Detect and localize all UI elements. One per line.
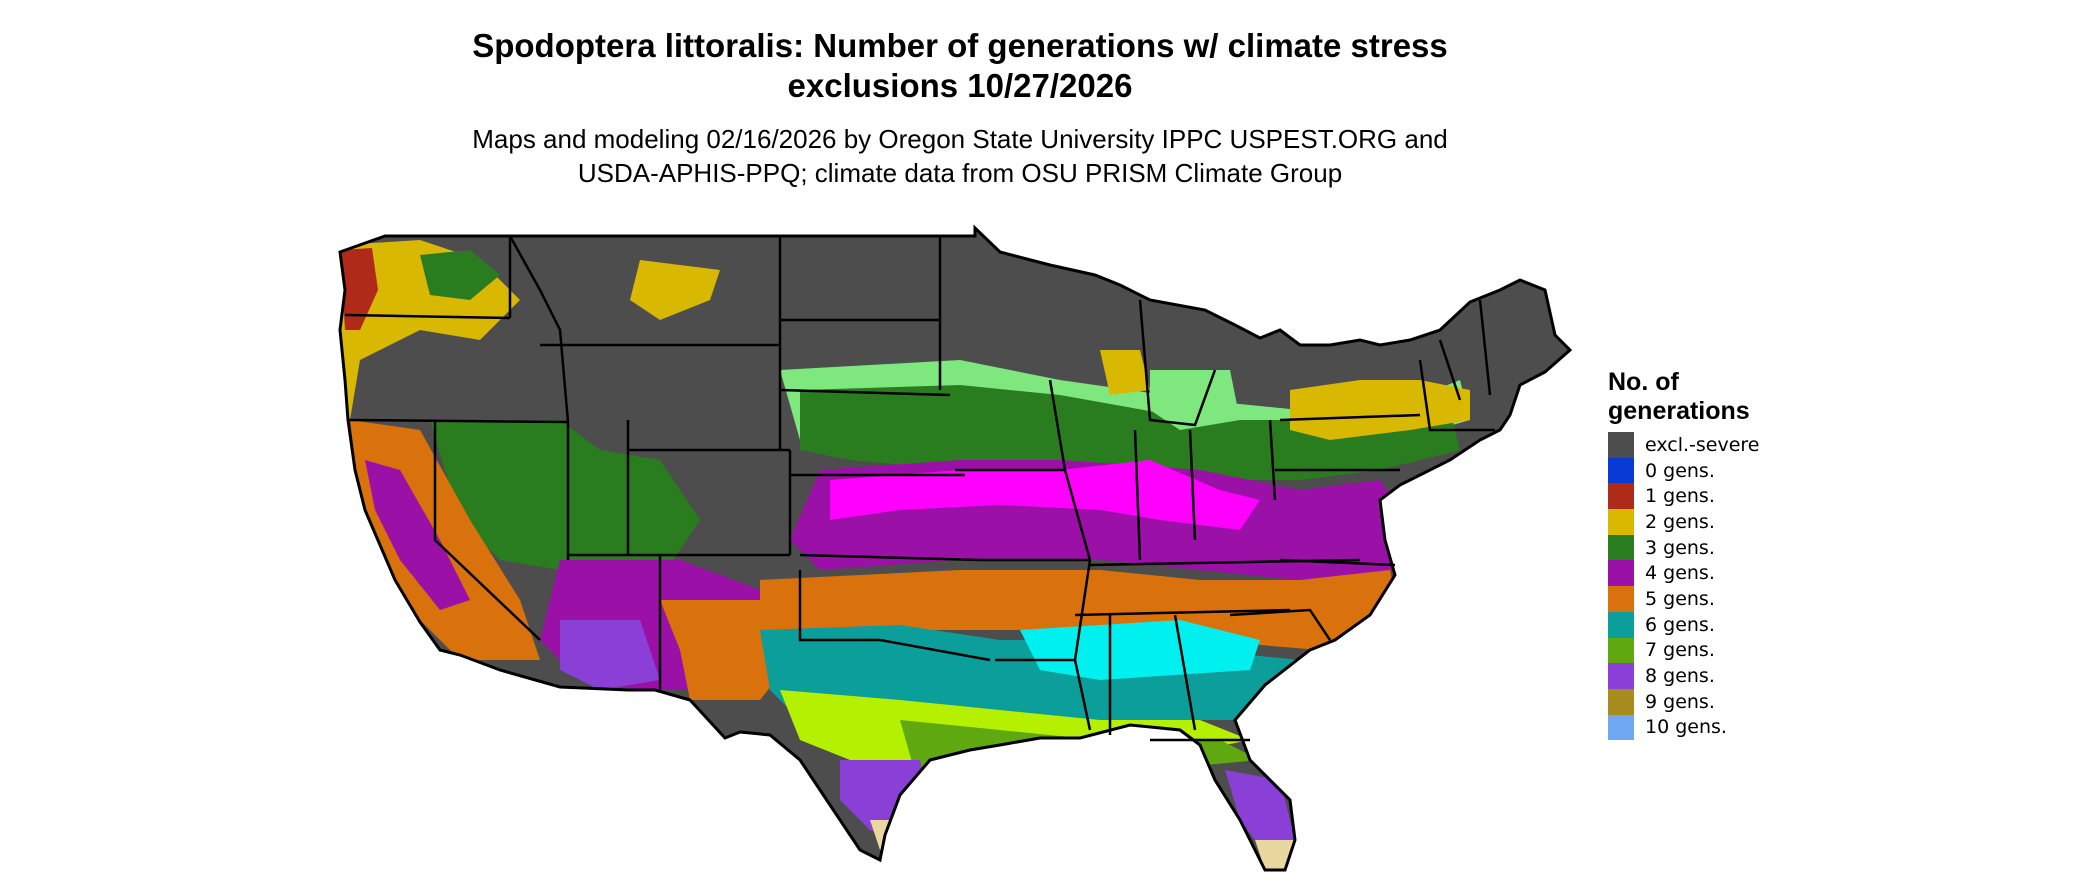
legend-title-line-1: No. of	[1608, 368, 1679, 396]
legend-label: 7 gens.	[1645, 639, 1715, 662]
legend-item: 2 gens.	[1608, 509, 1760, 535]
legend-title-line-2: generations	[1608, 397, 1750, 425]
florida-violet	[1225, 770, 1295, 860]
legend-swatch	[1608, 663, 1634, 689]
boundary-ks-ok	[799, 553, 981, 562]
michigan-light-green	[1150, 370, 1240, 430]
north-yellow-speckle	[630, 260, 720, 320]
legend-item: 1 gens.	[1608, 483, 1760, 510]
legend-label: 4 gens.	[1645, 562, 1715, 585]
nw-green-patches	[420, 250, 500, 300]
boundary-vt-nh	[1438, 339, 1462, 401]
southwest-orange	[660, 600, 800, 700]
michigan-yellow	[1100, 350, 1150, 395]
legend-item: 3 gens.	[1608, 534, 1760, 561]
legend-item: 9 gens.	[1608, 688, 1760, 715]
title-line-2: exclusions 10/27/2026	[787, 67, 1133, 104]
legend-swatch	[1608, 432, 1634, 458]
boundary-nc-sc	[1229, 608, 1332, 641]
subtitle-line-2: USDA-APHIS-PPQ; climate data from OSU PR…	[577, 158, 1343, 188]
legend-label: 3 gens.	[1645, 536, 1715, 559]
boundary-va-nc	[1279, 558, 1396, 567]
legend-swatch	[1608, 586, 1634, 612]
legend-item: 7 gens.	[1608, 637, 1760, 664]
legend-item: 8 gens.	[1608, 663, 1760, 689]
interior-west-green	[430, 420, 700, 580]
legend-swatch	[1608, 688, 1634, 715]
boundary-wa-or	[344, 313, 511, 320]
boundary-tn-south	[1074, 608, 1291, 617]
florida-tip-tan	[1255, 840, 1295, 870]
map-subtitle: Maps and modeling 02/16/2026 by Oregon S…	[400, 122, 1520, 190]
virginia-purple	[1290, 490, 1400, 575]
boundary-oh-pa	[1268, 419, 1277, 501]
boundary-al-ga	[1173, 614, 1197, 731]
boundary-in-oh	[1188, 429, 1197, 541]
magenta-band	[830, 460, 1260, 530]
southwest-violet	[560, 620, 660, 690]
subtitle-line-1: Maps and modeling 02/16/2026 by Oregon S…	[472, 124, 1448, 154]
legend-item: excl.-severe	[1608, 432, 1760, 458]
boundary-pa-ny	[1279, 413, 1421, 422]
legend-label: 10 gens.	[1645, 716, 1727, 739]
boundary-me-nh	[1478, 299, 1492, 396]
legend-swatch	[1608, 611, 1634, 638]
nw-red-zone	[340, 248, 378, 330]
legend-label: 9 gens.	[1645, 690, 1715, 713]
boundary-sd-ne	[779, 388, 951, 397]
legend-swatch	[1608, 714, 1634, 741]
boundary-ca-nv	[433, 422, 541, 641]
legend-swatch	[1608, 483, 1634, 510]
legend-label: excl.-severe	[1645, 433, 1760, 456]
california-purple	[365, 460, 470, 610]
boundary-il-in	[1133, 429, 1142, 561]
legend-label: 5 gens.	[1645, 587, 1715, 610]
legend-swatch	[1608, 637, 1634, 664]
state-boundaries	[344, 235, 1495, 742]
legend-item: 5 gens.	[1608, 586, 1760, 612]
legend-swatch	[1608, 534, 1634, 561]
boundary-mississippi	[1048, 379, 1092, 731]
legend-item: 6 gens.	[1608, 611, 1760, 638]
legend-items: excl.-severe 0 gens. 1 gens. 2 gens. 3 gens.…	[1608, 432, 1760, 741]
boundary-mi	[1138, 299, 1217, 427]
legend-swatch	[1608, 560, 1634, 587]
legend-item: 4 gens.	[1608, 560, 1760, 587]
legend-title: No. of generations	[1608, 368, 1760, 426]
legend-swatch	[1608, 457, 1634, 484]
boundary-or-ca-nv	[347, 418, 569, 424]
legend-item: 0 gens.	[1608, 457, 1760, 484]
legend-label: 0 gens.	[1645, 459, 1715, 482]
legend-label: 1 gens.	[1645, 485, 1715, 508]
legend-swatch	[1608, 509, 1634, 535]
midwest-green	[800, 385, 1460, 480]
map-title: Spodoptera littoralis: Number of generat…	[400, 26, 1520, 106]
legend-label: 2 gens.	[1645, 510, 1715, 533]
boundary-id-mt	[508, 235, 570, 423]
legend-label: 6 gens.	[1645, 613, 1715, 636]
map-fill	[340, 228, 1570, 870]
boundary-ok-tx	[798, 570, 991, 662]
legend-label: 8 gens.	[1645, 665, 1715, 688]
legend-item: 10 gens.	[1608, 714, 1760, 741]
title-line-1: Spodoptera littoralis: Number of generat…	[472, 27, 1448, 64]
legend: No. of generations excl.-severe 0 gens. 1 …	[1608, 368, 1760, 741]
boundary-new-england	[1418, 359, 1495, 432]
